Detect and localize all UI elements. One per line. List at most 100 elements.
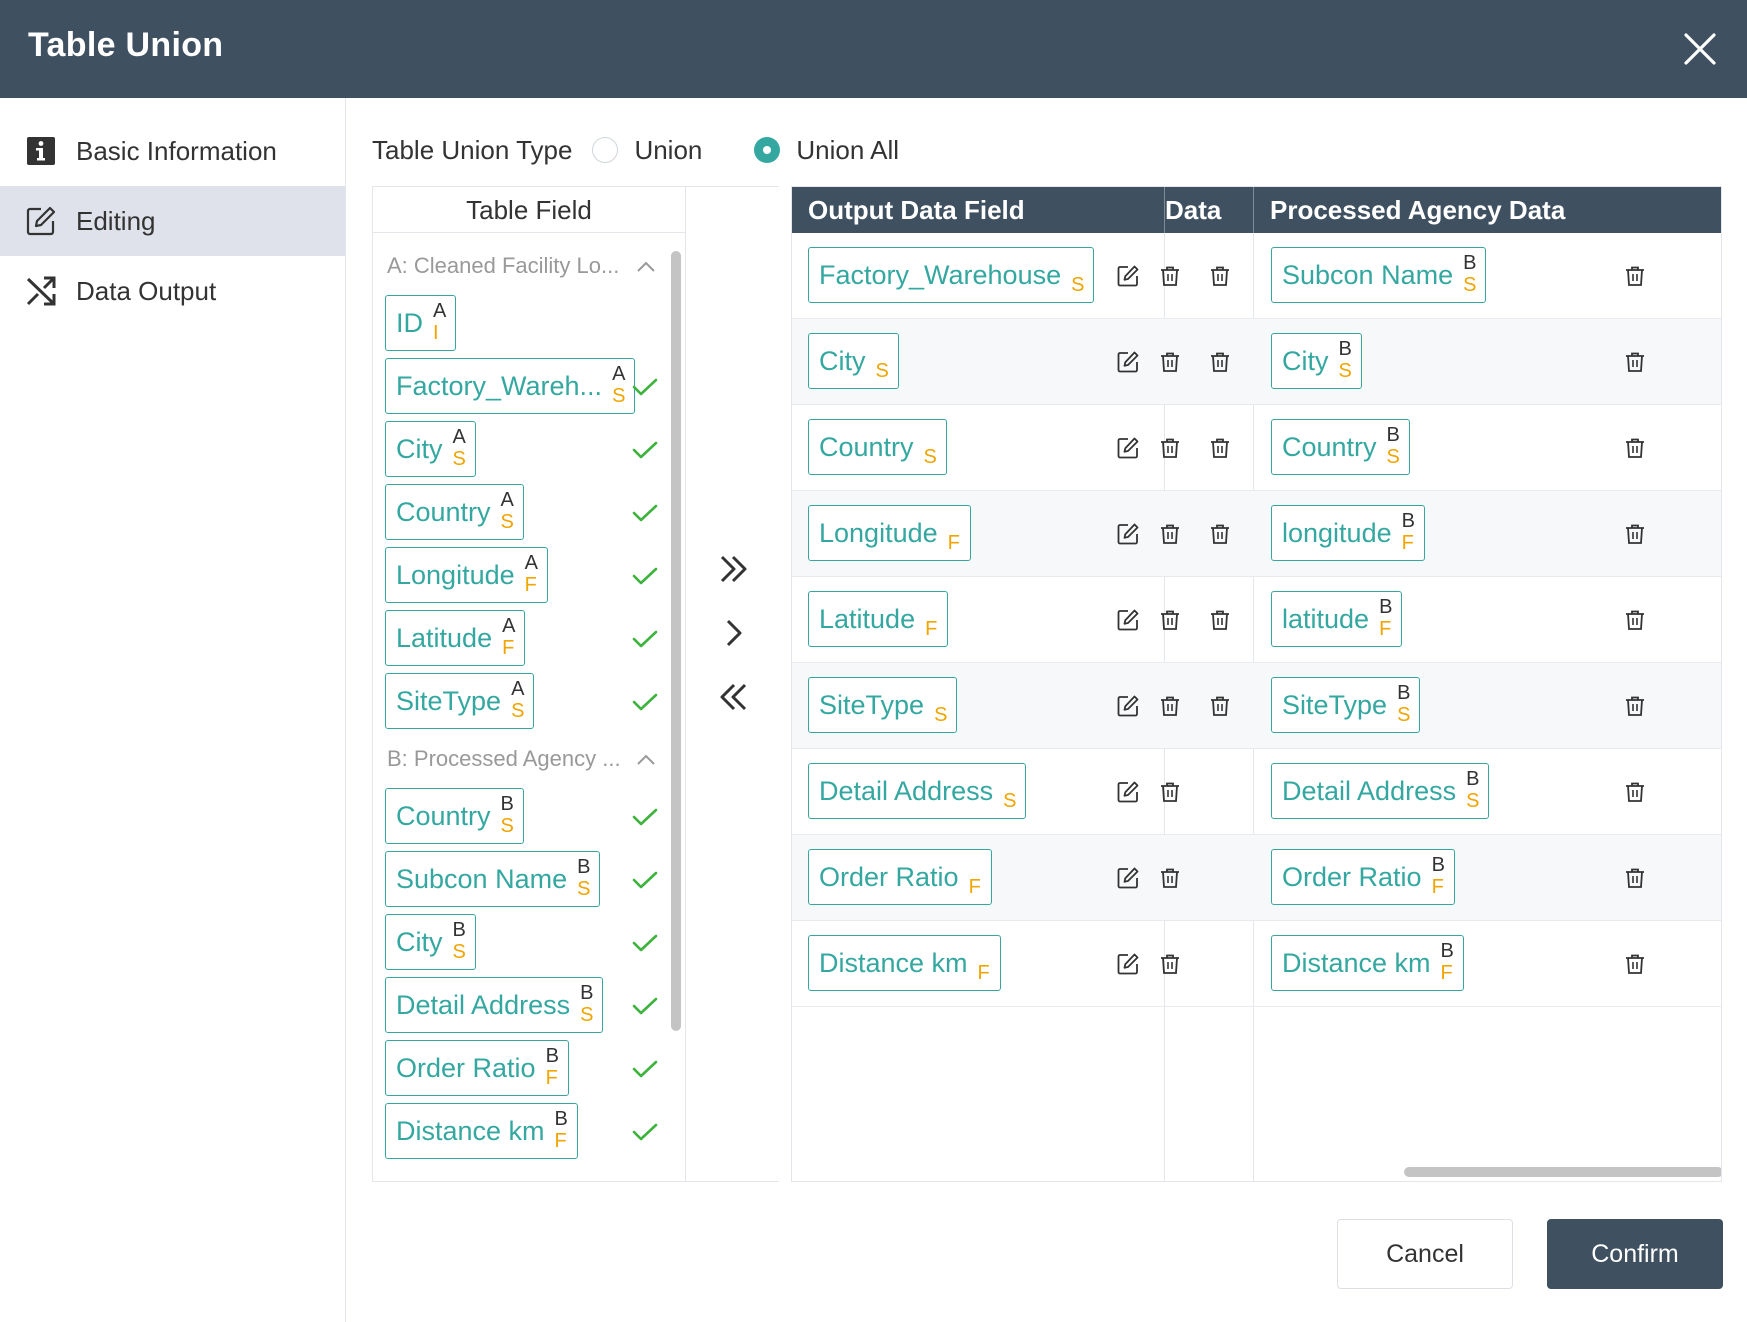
source-field-tag[interactable]: Distance km B F bbox=[1271, 935, 1464, 991]
chevron-up-icon[interactable] bbox=[635, 259, 657, 275]
field-tag[interactable]: Order Ratio B F bbox=[385, 1040, 569, 1096]
delete-icon[interactable] bbox=[1623, 866, 1647, 890]
delete-icon[interactable] bbox=[1158, 608, 1182, 632]
delete-icon[interactable] bbox=[1158, 694, 1182, 718]
horizontal-scrollbar[interactable] bbox=[1404, 1167, 1721, 1177]
sidebar-item-basic-information[interactable]: Basic Information bbox=[0, 116, 345, 186]
radio-checked-icon bbox=[754, 137, 781, 163]
field-type-letter: F bbox=[1401, 532, 1414, 554]
field-tag[interactable]: Subcon Name B S bbox=[385, 851, 601, 907]
check-icon bbox=[631, 376, 659, 398]
source-field-tag[interactable]: Detail Address B S bbox=[1271, 763, 1490, 819]
delete-icon[interactable] bbox=[1208, 264, 1232, 288]
delete-icon[interactable] bbox=[1623, 694, 1647, 718]
confirm-button[interactable]: Confirm bbox=[1547, 1219, 1723, 1289]
delete-icon[interactable] bbox=[1623, 522, 1647, 546]
sidebar-item-editing[interactable]: Editing bbox=[0, 186, 345, 256]
delete-icon[interactable] bbox=[1208, 350, 1232, 374]
field-tag[interactable]: SiteType A S bbox=[385, 673, 535, 729]
column-divider bbox=[1164, 187, 1165, 233]
move-all-left-icon[interactable] bbox=[716, 679, 752, 715]
field-name: latitude bbox=[1282, 603, 1370, 634]
close-icon[interactable] bbox=[1681, 30, 1719, 68]
delete-icon[interactable] bbox=[1158, 436, 1182, 460]
delete-icon[interactable] bbox=[1158, 264, 1182, 288]
output-field-tag[interactable]: Country S bbox=[808, 419, 947, 475]
field-type-letter: F bbox=[545, 1067, 558, 1089]
output-field-tag[interactable]: Factory_Warehouse S bbox=[808, 247, 1095, 303]
source-field-tag[interactable]: Subcon Name B S bbox=[1271, 247, 1487, 303]
move-all-right-icon[interactable] bbox=[716, 551, 752, 587]
field-source-letter: A bbox=[502, 615, 516, 637]
delete-icon[interactable] bbox=[1158, 952, 1182, 976]
table-row: Latitude F latitude B F bbox=[792, 577, 1721, 663]
delete-icon[interactable] bbox=[1208, 694, 1232, 718]
field-name: Distance km bbox=[819, 947, 968, 978]
delete-icon[interactable] bbox=[1208, 436, 1232, 460]
output-field-tag[interactable]: SiteType S bbox=[808, 677, 958, 733]
edit-icon[interactable] bbox=[1116, 780, 1140, 804]
delete-icon[interactable] bbox=[1158, 522, 1182, 546]
source-field-tag[interactable]: Country B S bbox=[1271, 419, 1410, 475]
field-tag[interactable]: Latitude A F bbox=[385, 610, 526, 666]
delete-icon[interactable] bbox=[1623, 264, 1647, 288]
source-field-tag[interactable]: City B S bbox=[1271, 333, 1362, 389]
radio-union[interactable]: Union bbox=[592, 135, 702, 166]
edit-icon[interactable] bbox=[1116, 350, 1140, 374]
field-type-letter: S bbox=[500, 815, 514, 837]
field-tag[interactable]: Longitude A F bbox=[385, 547, 548, 603]
source-field-tag[interactable]: longitude B F bbox=[1271, 505, 1425, 561]
sidebar-item-label: Editing bbox=[76, 206, 156, 236]
delete-icon[interactable] bbox=[1208, 522, 1232, 546]
output-field-tag[interactable]: Distance km F bbox=[808, 935, 1001, 991]
delete-icon[interactable] bbox=[1623, 350, 1647, 374]
field-source-letter: A bbox=[524, 552, 538, 574]
delete-icon[interactable] bbox=[1623, 608, 1647, 632]
edit-icon[interactable] bbox=[1116, 866, 1140, 890]
output-field-tag[interactable]: City S bbox=[808, 333, 899, 389]
delete-icon[interactable] bbox=[1158, 780, 1182, 804]
move-right-icon[interactable] bbox=[716, 615, 752, 651]
edit-icon[interactable] bbox=[1116, 436, 1140, 460]
field-tag[interactable]: Detail Address B S bbox=[385, 977, 604, 1033]
table-row: Country S Country B S bbox=[792, 405, 1721, 491]
source-field-tag[interactable]: latitude B F bbox=[1271, 591, 1403, 647]
field-tag[interactable]: ID A I bbox=[385, 295, 456, 351]
output-field-tag[interactable]: Order Ratio F bbox=[808, 849, 992, 905]
source-field-tag[interactable]: Order Ratio B F bbox=[1271, 849, 1455, 905]
source-field-tag[interactable]: SiteType B S bbox=[1271, 677, 1421, 733]
edit-icon[interactable] bbox=[1116, 608, 1140, 632]
field-tag[interactable]: City B S bbox=[385, 914, 476, 970]
output-field-tag[interactable]: Detail Address S bbox=[808, 763, 1027, 819]
shuffle-icon bbox=[25, 275, 57, 307]
delete-icon[interactable] bbox=[1158, 866, 1182, 890]
chevron-up-icon[interactable] bbox=[635, 752, 657, 768]
field-tag[interactable]: Country B S bbox=[385, 788, 524, 844]
output-field-tag[interactable]: Longitude F bbox=[808, 505, 971, 561]
field-tag[interactable]: Factory_Wareh... A S bbox=[385, 358, 636, 414]
field-name: City bbox=[396, 926, 443, 957]
delete-icon[interactable] bbox=[1208, 608, 1232, 632]
delete-icon[interactable] bbox=[1623, 952, 1647, 976]
edit-icon[interactable] bbox=[1116, 694, 1140, 718]
vertical-scrollbar[interactable] bbox=[671, 251, 681, 1031]
edit-icon[interactable] bbox=[1116, 952, 1140, 976]
check-icon bbox=[631, 806, 659, 828]
field-name: Latitude bbox=[819, 603, 916, 634]
field-tag[interactable]: Country A S bbox=[385, 484, 524, 540]
field-source-letter: B bbox=[580, 982, 594, 1004]
sidebar-item-data-output[interactable]: Data Output bbox=[0, 256, 345, 326]
output-field-tag[interactable]: Latitude F bbox=[808, 591, 949, 647]
field-tag[interactable]: City A S bbox=[385, 421, 476, 477]
field-name: Detail Address bbox=[819, 775, 994, 806]
delete-icon[interactable] bbox=[1623, 780, 1647, 804]
delete-icon[interactable] bbox=[1158, 350, 1182, 374]
edit-icon[interactable] bbox=[1116, 264, 1140, 288]
edit-icon[interactable] bbox=[1116, 522, 1140, 546]
cancel-button[interactable]: Cancel bbox=[1337, 1219, 1513, 1289]
radio-union-all[interactable]: Union All bbox=[754, 135, 899, 166]
delete-icon[interactable] bbox=[1623, 436, 1647, 460]
table-field-list[interactable]: A: Cleaned Facility Lo... ID A I Factory_War… bbox=[373, 233, 685, 1181]
field-tag[interactable]: Distance km B F bbox=[385, 1103, 578, 1159]
